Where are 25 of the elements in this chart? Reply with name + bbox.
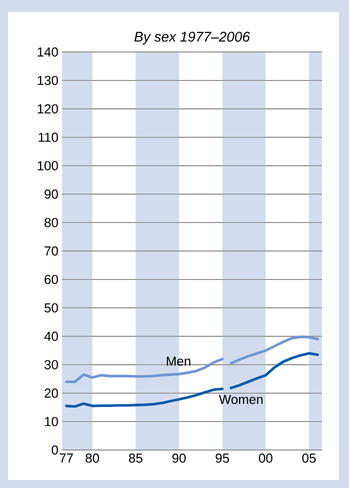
x-tick-label: 00 [258, 454, 272, 463]
x-tick-label: 85 [129, 454, 142, 463]
x-tick-label: 77 [60, 454, 73, 462]
y-tick-label: 30 [44, 360, 58, 370]
y-tick-label: 40 [44, 332, 58, 341]
y-tick-label: 100 [38, 161, 58, 170]
y-tick-label: 90 [44, 190, 58, 199]
y-tick-label: 0 [52, 445, 58, 455]
x-tick-label: 05 [302, 454, 316, 463]
series-label: Women [218, 394, 263, 404]
y-tick-label: 70 [44, 246, 58, 256]
x-tick-label: 80 [86, 454, 100, 463]
y-tick-label: 10 [44, 416, 58, 426]
y-tick-label: 60 [44, 274, 58, 284]
y-tick-label: 50 [44, 303, 58, 312]
y-tick-label: 110 [38, 132, 58, 142]
y-tick-label: 130 [38, 76, 58, 86]
x-tick-label: 90 [172, 454, 186, 463]
y-tick-label: 120 [38, 104, 58, 114]
chart-title: By sex 1977–2006 [134, 32, 250, 44]
series-label: Men [166, 356, 190, 366]
x-tick-label: 95 [216, 454, 230, 463]
y-tick-label: 80 [44, 218, 58, 228]
y-tick-label: 20 [44, 388, 58, 398]
y-tick-label: 140 [38, 47, 58, 57]
